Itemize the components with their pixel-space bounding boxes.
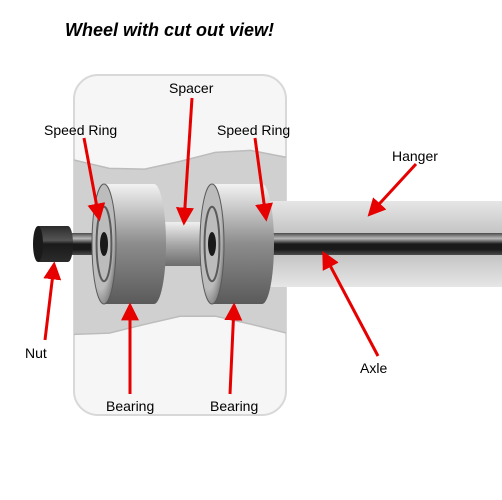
- label-spacer: Spacer: [169, 80, 213, 96]
- label-hanger: Hanger: [392, 148, 438, 164]
- label-nut: Nut: [25, 345, 47, 361]
- label-bearing-left: Bearing: [106, 398, 154, 414]
- label-speed-ring-left: Speed Ring: [44, 122, 117, 138]
- page-title: Wheel with cut out view!: [65, 20, 274, 41]
- label-axle: Axle: [360, 360, 387, 376]
- wheel-diagram: [0, 0, 502, 500]
- label-speed-ring-right: Speed Ring: [217, 122, 290, 138]
- label-bearing-right: Bearing: [210, 398, 258, 414]
